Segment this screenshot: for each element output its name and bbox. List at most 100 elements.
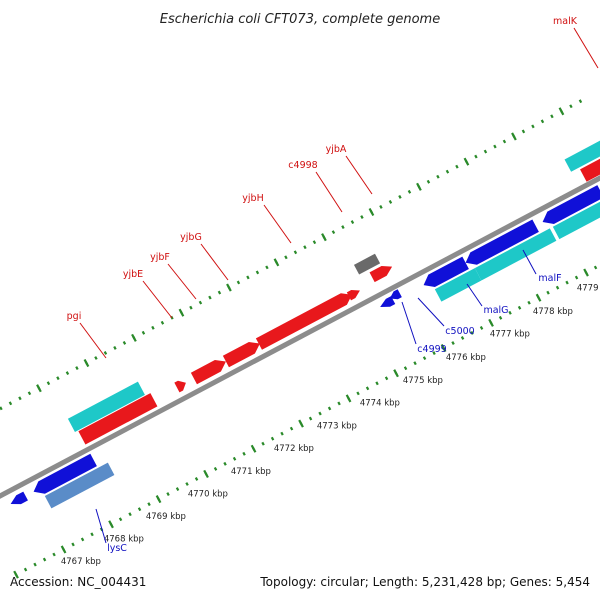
minor-tick [398,194,402,199]
minor-tick [42,557,47,562]
kbp-label: 4775 kbp [403,376,443,386]
major-tick [416,182,422,191]
minor-tick [517,305,522,310]
reverse-gene-block [10,491,28,505]
minor-tick [470,331,474,335]
major-tick [250,444,257,453]
gene-leader-line [522,249,537,275]
kbp-label: 4776 kbp [446,353,486,363]
major-tick [178,308,185,317]
minor-tick [483,149,488,154]
minor-tick [426,179,431,184]
gene-label-lysc: lysC [107,543,127,554]
major-tick [298,419,304,428]
minor-tick [388,199,393,204]
gene-leader-line [417,297,445,327]
minor-tick [23,567,28,572]
minor-tick [479,325,484,330]
minor-tick [189,305,193,310]
reverse-gene-block [542,185,600,224]
minor-tick [265,265,269,270]
minor-tick [52,552,56,557]
gene-label-c4998: c4998 [288,160,317,171]
reverse-gene-block [423,256,469,288]
major-tick [368,207,375,217]
minor-tick [208,295,212,300]
gene-label-yjbh: yjbH [242,193,263,204]
minor-tick [593,265,598,270]
reverse-cds-block [44,462,115,509]
gene-label-c5000: c5000 [445,326,474,337]
accession-text: Accession: NC_004431 [10,575,146,589]
minor-tick [160,320,165,325]
minor-tick [455,164,459,169]
gene-label-pgi: pgi [67,311,82,322]
genome-backbone [0,175,600,499]
gene-leader-line [345,155,373,195]
gene-leader-line [401,301,417,345]
minor-tick [318,411,322,416]
major-tick [226,283,232,292]
minor-tick [308,416,313,421]
genome-summary-text: Topology: circular; Length: 5,231,428 bp… [259,575,590,589]
minor-tick [0,406,3,411]
minor-tick [122,340,127,345]
forward-gene-block [255,293,352,350]
kbp-label: 4779 kbp [577,284,600,294]
minor-tick [175,487,180,491]
kbp-label: 4771 kbp [231,467,271,477]
minor-tick [432,351,436,356]
minor-tick [498,315,503,320]
gene-labels: pgi yjbE yjbF yjbG yjbH c4998 yjbA malK lysC c499… [67,16,599,554]
minor-tick [151,325,155,330]
minor-tick [261,441,265,446]
reverse-gene-block [380,296,396,307]
kbp-label: 4774 kbp [360,399,400,409]
gene-leader-line [315,171,343,213]
major-tick [155,495,162,504]
minor-tick [94,356,98,360]
forward-cds-block [67,381,145,432]
forward-gene-block [369,266,393,283]
kbp-label: 4777 kbp [490,330,530,340]
gene-label-malk: malK [553,16,578,27]
minor-tick [8,401,13,406]
gene-label-yjbe: yjbE [123,269,143,280]
minor-tick [27,391,32,396]
minor-tick [312,240,317,245]
minor-tick [90,532,94,537]
minor-tick [508,310,512,315]
minor-tick [232,456,237,461]
minor-tick [217,290,222,295]
minor-tick [284,255,288,260]
minor-tick [493,144,497,149]
major-tick [321,233,327,242]
minor-tick [521,129,526,134]
reverse-cds-block [552,201,600,240]
major-tick [13,570,19,579]
gene-label-malg: malG [483,305,508,316]
minor-tick [341,225,345,230]
gene-label-yjbg: yjbG [180,232,202,243]
kbp-label: 4772 kbp [274,444,314,454]
map-title: Escherichia coli CFT073, complete genome [160,12,440,27]
major-tick [273,258,280,267]
minor-tick [569,104,573,109]
minor-tick [445,169,450,174]
gene-leader-line [79,322,107,359]
gene-leader-line [95,508,107,544]
forward-gene-block [346,290,360,301]
kbp-scale: 4767 kbp 4768 kbp 4769 kbp 4770 kbp 4771 kbp… [61,284,600,567]
minor-tick [550,114,554,119]
minor-tick [436,174,440,179]
minor-tick [113,346,117,350]
gene-features [10,140,600,509]
minor-tick [540,119,545,124]
kbp-label: 4768 kbp [104,534,144,544]
minor-tick [527,300,531,305]
gene-leader-line [263,204,292,244]
minor-tick [422,356,427,361]
kbp-label: 4778 kbp [533,307,573,317]
minor-tick [356,391,360,396]
forward-gene-block [580,158,600,182]
